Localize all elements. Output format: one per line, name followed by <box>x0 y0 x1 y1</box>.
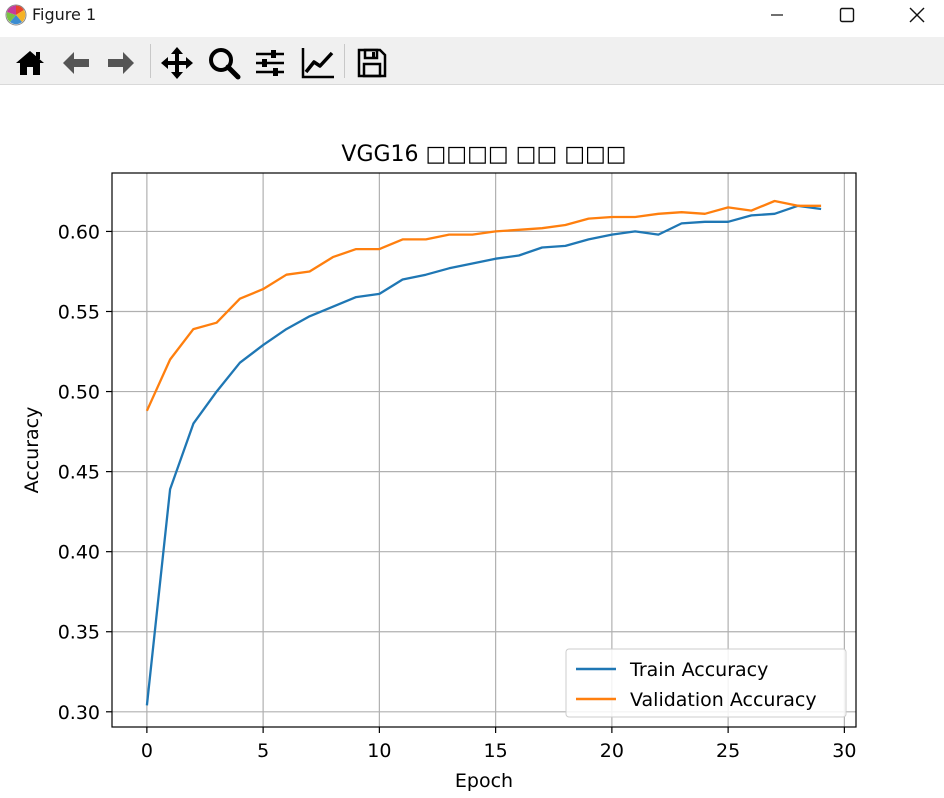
y-tick-label: 0.45 <box>58 462 100 484</box>
back-button[interactable] <box>56 43 96 83</box>
y-tick-label: 0.50 <box>58 382 100 404</box>
x-axis-label: Epoch <box>455 770 513 792</box>
legend: Train Accuracy Validation Accuracy <box>565 648 847 718</box>
window-title: Figure 1 <box>32 5 97 24</box>
series-line-1 <box>145 199 822 412</box>
x-tick-label: 5 <box>257 740 269 762</box>
maximize-icon <box>839 7 855 23</box>
tick-layer: 0 5 10 15 20 25 30 0.30 0.35 0.40 0.45 0.50 0.55 0.60 <box>58 221 857 762</box>
chart-title: VGG16 □□□□ □□ □□□ <box>341 142 626 167</box>
y-axis-label: Accuracy <box>21 407 43 494</box>
y-tick-label: 0.40 <box>58 542 100 564</box>
window-titlebar: Figure 1 <box>0 0 944 30</box>
edit-axis-button[interactable] <box>298 43 338 83</box>
x-tick-label: 20 <box>600 740 624 762</box>
toolbar-separator <box>150 44 151 78</box>
matplotlib-logo-icon <box>5 4 27 26</box>
legend-label-0: Train Accuracy <box>629 659 768 681</box>
save-button[interactable] <box>352 43 392 83</box>
maximize-button[interactable] <box>812 0 882 30</box>
figure-canvas[interactable]: 0 5 10 15 20 25 30 0.30 0.35 0.40 0.45 0.50 0.55 0.60… <box>0 86 944 798</box>
legend-label-1: Validation Accuracy <box>630 689 817 711</box>
arrow-right-icon <box>108 52 134 74</box>
y-tick-label: 0.55 <box>58 302 100 324</box>
home-button[interactable] <box>10 43 50 83</box>
sliders-icon <box>256 50 284 76</box>
floppy-disk-icon <box>357 48 387 78</box>
close-button[interactable] <box>882 0 944 30</box>
y-tick-label: 0.30 <box>58 702 100 724</box>
x-tick-label: 0 <box>141 740 153 762</box>
home-icon <box>16 51 44 75</box>
configure-subplots-button[interactable] <box>250 43 290 83</box>
line-chart-icon <box>301 48 334 79</box>
legend-box <box>565 648 847 718</box>
plot-frame <box>111 172 857 728</box>
minimize-icon <box>771 14 783 16</box>
series-line-0 <box>145 204 822 706</box>
pan-button[interactable] <box>157 43 197 83</box>
zoom-button[interactable] <box>204 43 244 83</box>
minimize-button[interactable] <box>742 0 812 30</box>
grid-layer <box>112 173 856 727</box>
chart-svg: 0 5 10 15 20 25 30 0.30 0.35 0.40 0.45 0.50 0.55 0.60… <box>21 142 857 792</box>
close-icon <box>909 7 925 23</box>
y-tick-label: 0.35 <box>58 622 100 644</box>
navigation-toolbar <box>0 37 944 85</box>
forward-button[interactable] <box>101 43 141 83</box>
toolbar-separator <box>344 44 345 78</box>
x-tick-label: 25 <box>716 740 740 762</box>
x-tick-label: 15 <box>484 740 508 762</box>
y-tick-label: 0.60 <box>58 221 100 243</box>
x-tick-label: 10 <box>367 740 391 762</box>
arrow-left-icon <box>63 52 89 74</box>
magnifier-icon <box>209 48 241 80</box>
x-tick-label: 30 <box>832 740 856 762</box>
move-icon <box>161 47 193 79</box>
series-layer <box>145 199 822 706</box>
